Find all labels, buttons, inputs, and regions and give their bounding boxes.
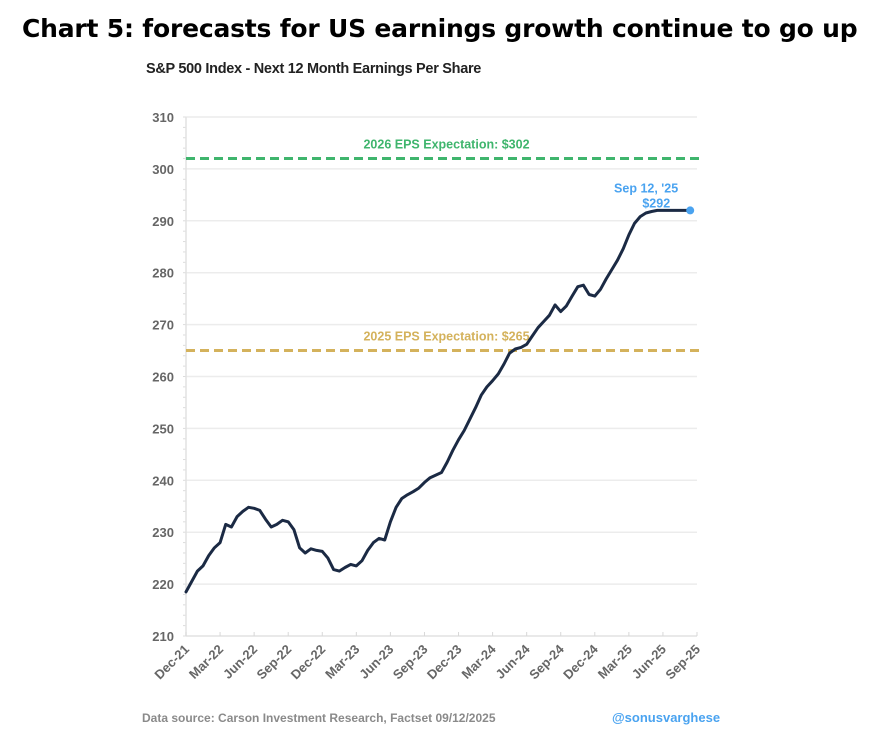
- annotation-date: Sep 12, '25: [614, 181, 678, 195]
- x-tick-label: Mar-24: [458, 641, 499, 682]
- y-tick-label: 210: [152, 629, 174, 644]
- y-tick-label: 260: [152, 370, 174, 385]
- y-tick-label: 280: [152, 266, 174, 281]
- reference-line-label: 2026 EPS Expectation: $302: [363, 138, 529, 152]
- annotation-value: $292: [642, 196, 670, 210]
- chart-title: S&P 500 Index - Next 12 Month Earnings P…: [146, 61, 482, 77]
- y-axis: 210 220 230 240 250 260 270 280 290 300 310: [152, 110, 187, 644]
- x-axis: Dec-21Mar-22Jun-22Sep-22Dec-22Mar-23Jun-…: [151, 632, 703, 682]
- y-tick-label: 240: [152, 473, 174, 488]
- x-tick-label: Sep-23: [390, 642, 431, 683]
- x-tick-label: Dec-24: [560, 641, 601, 682]
- latest-point-marker: [686, 206, 695, 215]
- x-tick-label: Dec-23: [424, 642, 465, 683]
- x-tick-label: Mar-25: [595, 642, 635, 682]
- series-line-eps: [184, 208, 692, 594]
- x-tick-label: Mar-22: [186, 642, 226, 682]
- series-layer: [184, 208, 692, 594]
- y-tick-label: 290: [152, 214, 174, 229]
- x-tick-label: Dec-21: [151, 642, 192, 683]
- gridlines: [186, 116, 697, 585]
- x-tick-label: Dec-22: [288, 642, 329, 683]
- annotations: Sep 12, '25$292: [614, 181, 695, 215]
- author-handle[interactable]: @sonusvarghese: [612, 710, 721, 725]
- reference-line-label: 2025 EPS Expectation: $265: [363, 330, 529, 344]
- headline: Chart 5: forecasts for US earnings growt…: [22, 14, 858, 43]
- data-source-note: Data source: Carson Investment Research,…: [142, 711, 496, 725]
- x-tick-label: Jun-24: [493, 641, 534, 682]
- y-tick-label: 310: [152, 110, 174, 125]
- x-tick-label: Sep-22: [254, 642, 295, 683]
- x-tick-label: Jun-25: [629, 642, 669, 682]
- x-tick-label: Jun-22: [220, 642, 260, 682]
- reference-lines: 2026 EPS Expectation: $302 2025 EPS Expec…: [186, 138, 701, 353]
- y-tick-label: 220: [152, 577, 174, 592]
- x-tick-label: Mar-23: [322, 642, 362, 682]
- x-tick-label: Sep-25: [662, 642, 703, 683]
- x-tick-label: Jun-23: [356, 642, 396, 682]
- y-tick-label: 300: [152, 162, 174, 177]
- y-tick-label: 250: [152, 421, 174, 436]
- y-tick-label: 270: [152, 318, 174, 333]
- x-tick-label: Sep-24: [526, 641, 567, 682]
- y-tick-label: 230: [152, 525, 174, 540]
